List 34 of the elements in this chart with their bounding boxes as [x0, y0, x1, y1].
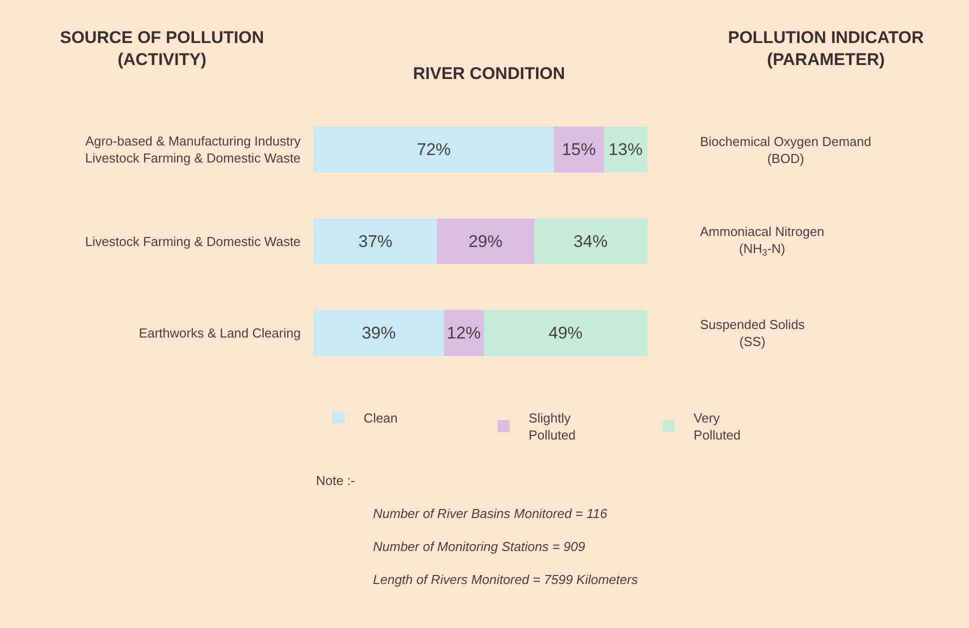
text: Length of Rivers Monitored = 7599 Kilometers	[373, 572, 638, 587]
data-label: 12%	[446, 323, 481, 342]
data-label: 49%	[548, 323, 583, 342]
chart-title: RIVER CONDITION	[413, 64, 566, 83]
y2-tick-label: Suspended Solids (SS)	[700, 317, 806, 349]
bar	[604, 126, 648, 172]
data-label: 13%	[608, 140, 643, 160]
data-label: 34%	[574, 232, 608, 251]
bar	[484, 310, 648, 356]
legend-label: Very Polluted	[694, 410, 741, 443]
data-label: 72%	[416, 140, 451, 160]
text: Note :-	[316, 473, 356, 488]
bar	[314, 126, 554, 172]
bar	[314, 310, 444, 356]
bar	[534, 218, 648, 264]
legend-label: Clean	[364, 410, 398, 426]
data-label: 15%	[562, 140, 596, 160]
y-axis-title: SOURCE OF POLLUTION (ACTIVITY)	[60, 28, 264, 70]
legend-label: Slightly Polluted	[528, 410, 576, 443]
text: Number of Monitoring Stations = 909	[373, 539, 586, 554]
data-label: 39%	[362, 323, 396, 342]
data-label: 29%	[468, 232, 502, 251]
y-tick-label: Agro-based & Manufacturing Industry Livestock Farming & Domestic Waste	[85, 134, 302, 166]
data-label: 37%	[358, 232, 392, 251]
y-tick-label: Earthworks & Land Clearing	[138, 326, 301, 340]
bar	[314, 218, 438, 264]
y2-tick-label: Biochemical Oxygen Demand (BOD)	[700, 134, 872, 166]
y2-tick-label: Ammoniacal Nitrogen (NH$_{3}$-N)	[700, 224, 824, 258]
bar	[554, 126, 604, 172]
bar	[444, 310, 484, 356]
bar	[437, 218, 534, 264]
y-tick-label: Livestock Farming & Domestic Waste	[85, 234, 301, 249]
text: POLLUTION INDICATOR (PARAMETER)	[728, 28, 924, 70]
text: Number of River Basins Monitored = 116	[373, 506, 608, 521]
